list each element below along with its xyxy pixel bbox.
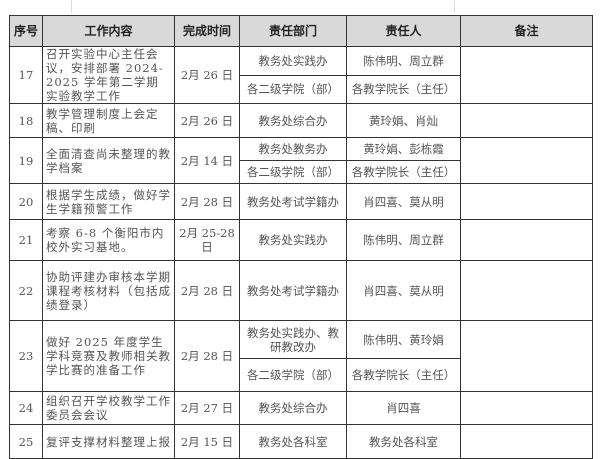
row-number: 20	[9, 183, 43, 220]
table-row: 22 协助评建办审核本学期课程考核材料（包括成绩登录） 2月 28 日教务处考试学籍…	[9, 260, 593, 321]
note	[460, 424, 593, 459]
responsible-person: 肖四喜、莫从明	[346, 260, 461, 321]
responsible-department: 教务处各科室	[239, 424, 347, 459]
responsible-department: 教务处实践办	[239, 219, 347, 261]
column-header: 工作内容	[42, 15, 175, 47]
row-number: 19	[9, 137, 43, 184]
responsible-person: 各教学院长（主任）	[346, 160, 461, 184]
table-row: 25 复评支撑材料整理上报 2月 15 日教务处各科室 教务处各科室	[9, 424, 593, 459]
table-row: 24 组织召开学校教学工作委员会会议 2月 27 日教务处综合办 肖四喜	[9, 391, 593, 425]
work-content: 协助评建办审核本学期课程考核材料（包括成绩登录）	[42, 260, 175, 321]
work-content: 复评支撑材料整理上报	[42, 424, 175, 459]
responsible-department: 教务处考试学籍办	[239, 183, 347, 220]
responsible-person: 教务处各科室	[346, 424, 461, 459]
row-number: 22	[9, 260, 43, 321]
responsible-department: 各二级学院（部）	[239, 160, 347, 184]
responsible-department: 教务处综合办	[239, 103, 347, 138]
column-header: 备注	[460, 15, 593, 47]
responsible-department: 各二级学院（部）	[239, 74, 347, 104]
work-content: 做好 2025 年度学生学科竞赛及教师相关教学比赛的准备工作	[42, 320, 175, 392]
row-number: 17	[9, 46, 43, 104]
note	[460, 219, 593, 261]
responsible-person: 肖四喜、莫从明	[346, 183, 461, 220]
table-row: 21 考察 6-8 个衡阳市内校外实习基地。 2月 25-28 日教务处实践办 陈伟明…	[9, 219, 593, 261]
table-row: 23 做好 2025 年度学生学科竞赛及教师相关教学比赛的准备工作 2月 28 日教…	[9, 320, 593, 392]
table-row: 各二级学院（部） 各教学院长（主任）	[10, 160, 593, 184]
work-content: 教学管理制度上会定稿、印刷	[42, 103, 175, 138]
responsible-department: 教务处实践办	[239, 46, 347, 76]
responsible-department: 教务处考试学籍办	[239, 260, 347, 321]
row-number: 21	[9, 219, 43, 261]
work-content: 组织召开学校教学工作委员会会议	[42, 391, 175, 425]
divider	[71, 0, 72, 13]
divider	[454, 0, 455, 13]
note	[460, 46, 593, 104]
note	[460, 391, 593, 425]
responsible-person: 黄玲娟、肖灿	[346, 103, 461, 138]
responsible-department: 教务处实践办、教研教改办	[239, 320, 347, 359]
responsible-person: 陈伟明、周立群	[346, 219, 461, 261]
completion-date: 2月 28 日	[174, 183, 240, 220]
completion-date: 2月 15 日	[174, 424, 240, 459]
note	[460, 103, 593, 138]
completion-date: 2月 28 日	[174, 260, 240, 321]
work-content: 召开实验中心主任会议，安排部署 2024-2025 学年第二学期实验教学工作	[42, 46, 175, 104]
column-header: 责任部门	[239, 15, 347, 47]
responsible-department: 教务处教务办	[239, 137, 347, 161]
row-number: 18	[9, 103, 43, 138]
note	[460, 320, 593, 392]
completion-date: 2月 27 日	[174, 391, 240, 425]
responsible-person: 陈伟明、黄玲娟	[346, 320, 461, 359]
table-row: 19 全面清查尚未整理的教学档案 2月 14 日教务处教务办 黄玲娟、彭栋霞	[9, 137, 593, 184]
work-content: 根据学生成绩，做好学生学籍预警工作	[42, 183, 175, 220]
responsible-person: 肖四喜	[346, 391, 461, 425]
column-header: 序号	[9, 15, 43, 47]
note	[460, 137, 593, 184]
work-content: 全面清查尚未整理的教学档案	[42, 137, 175, 184]
responsible-person: 各教学院长（主任）	[346, 358, 461, 392]
note	[460, 183, 593, 220]
column-header: 责任人	[346, 15, 461, 47]
table-row: 20 根据学生成绩，做好学生学籍预警工作 2月 28 日教务处考试学籍办 肖四喜、莫从…	[9, 183, 593, 220]
completion-date: 2月 25-28 日	[174, 219, 240, 261]
row-number: 25	[9, 424, 43, 459]
responsible-person: 陈伟明、周立群	[346, 46, 461, 76]
row-number: 23	[9, 320, 43, 392]
responsible-person: 黄玲娟、彭栋霞	[346, 137, 461, 161]
work-plan-table: 序号 工作内容 完成时间 责任部门 责任人 备注 17 召开实验中心主任会议，安排部署 20…	[9, 15, 593, 459]
responsible-department: 各二级学院（部）	[239, 358, 347, 392]
table-header-row: 序号 工作内容 完成时间 责任部门 责任人 备注	[9, 15, 593, 47]
responsible-department: 教务处综合办	[239, 391, 347, 425]
row-number: 24	[9, 391, 43, 425]
table-row: 18 教学管理制度上会定稿、印刷 2月 26 日教务处综合办 黄玲娟、肖灿	[9, 103, 593, 138]
responsible-person: 各教学院长（主任）	[346, 74, 461, 104]
completion-date: 2月 14 日	[174, 137, 240, 184]
completion-date: 2月 26 日	[174, 103, 240, 138]
table-row: 各二级学院（部） 各教学院长（主任）	[10, 74, 593, 104]
table-row: 各二级学院（部） 各教学院长（主任）	[10, 358, 593, 392]
note	[460, 260, 593, 321]
column-header: 完成时间	[174, 15, 240, 47]
table-row: 17 召开实验中心主任会议，安排部署 2024-2025 学年第二学期实验教学工作…	[9, 46, 593, 104]
completion-date: 2月 28 日	[174, 320, 240, 392]
work-content: 考察 6-8 个衡阳市内校外实习基地。	[42, 219, 175, 261]
completion-date: 2月 26 日	[174, 46, 240, 104]
